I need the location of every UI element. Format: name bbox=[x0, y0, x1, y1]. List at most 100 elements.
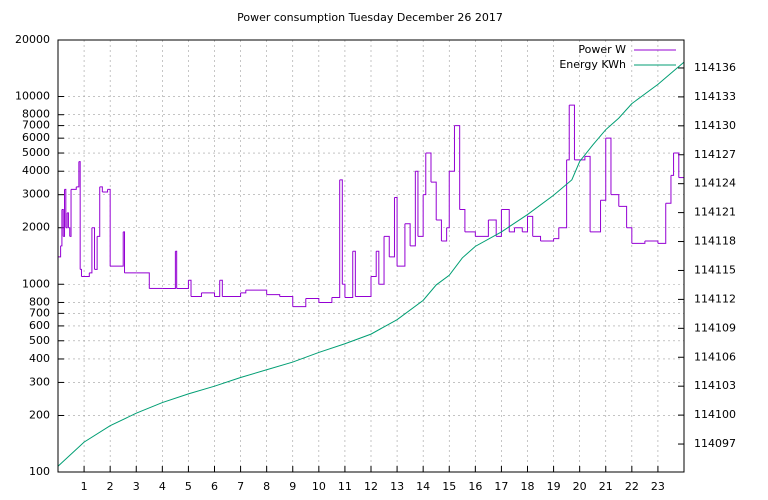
y-tick-label: 800 bbox=[29, 295, 50, 308]
y-tick-label: 700 bbox=[29, 306, 50, 319]
power-step bbox=[201, 292, 215, 297]
x-tick-label: 8 bbox=[263, 480, 270, 493]
power-step bbox=[384, 235, 390, 257]
power-step bbox=[318, 297, 333, 303]
power-step bbox=[80, 268, 82, 277]
power-step bbox=[81, 272, 90, 277]
x-tick-label: 15 bbox=[442, 480, 456, 493]
power-step bbox=[605, 137, 612, 195]
x-tick-label: 17 bbox=[494, 480, 508, 493]
x-tick-label: 13 bbox=[390, 480, 404, 493]
power-step bbox=[436, 219, 442, 241]
power-step bbox=[574, 156, 586, 161]
power-step bbox=[415, 170, 419, 237]
power-step bbox=[94, 236, 98, 270]
power-step bbox=[425, 152, 432, 183]
power-step bbox=[644, 240, 659, 244]
power-step bbox=[514, 227, 523, 232]
x-tick-label: 9 bbox=[289, 480, 296, 493]
power-step bbox=[91, 227, 96, 270]
y2-tick-label: 114112 bbox=[694, 292, 736, 305]
y2-tick-label: 114121 bbox=[694, 206, 736, 219]
y-tick-label: 5000 bbox=[22, 146, 50, 159]
legend-label: Energy KWh bbox=[559, 58, 626, 71]
power-step bbox=[371, 251, 377, 277]
power-step bbox=[475, 219, 489, 237]
power-step bbox=[376, 250, 380, 285]
power-step bbox=[569, 104, 575, 160]
x-tick-label: 7 bbox=[237, 480, 244, 493]
x-tick-label: 20 bbox=[573, 480, 587, 493]
x-tick-label: 19 bbox=[547, 480, 561, 493]
power-step bbox=[532, 235, 542, 241]
x-tick-label: 11 bbox=[338, 480, 352, 493]
power-step bbox=[71, 186, 77, 190]
y2-tick-label: 114097 bbox=[694, 437, 736, 450]
power-step bbox=[610, 194, 620, 207]
power-step bbox=[584, 155, 591, 232]
y-tick-label: 8000 bbox=[22, 108, 50, 121]
y2-tick-label: 114130 bbox=[694, 119, 736, 132]
power-step bbox=[454, 125, 461, 210]
power-step bbox=[65, 212, 68, 229]
power-step bbox=[61, 209, 64, 237]
power-step bbox=[618, 205, 628, 228]
power-step bbox=[464, 231, 476, 237]
y2-tick-label: 114106 bbox=[694, 350, 736, 363]
y2-tick-label: 114103 bbox=[694, 379, 736, 392]
y-tick-label: 7000 bbox=[22, 119, 50, 132]
y2-tick-label: 114115 bbox=[694, 263, 736, 276]
power-step bbox=[394, 196, 398, 267]
marks bbox=[57, 61, 685, 467]
power-step bbox=[89, 227, 93, 274]
y2-tick-label: 114100 bbox=[694, 408, 736, 421]
power-step bbox=[64, 188, 67, 228]
y2-tick-label: 114127 bbox=[694, 148, 736, 161]
power-step bbox=[430, 181, 437, 220]
power-step bbox=[522, 216, 528, 233]
power-step bbox=[665, 175, 672, 204]
power-step bbox=[68, 227, 71, 237]
legend-label: Power W bbox=[578, 43, 626, 56]
power-step bbox=[266, 294, 281, 297]
y-tick-label: 10000 bbox=[15, 90, 50, 103]
power-step bbox=[670, 153, 675, 176]
power-step bbox=[590, 200, 602, 233]
x-tick-label: 22 bbox=[625, 480, 639, 493]
power-step bbox=[600, 138, 607, 201]
power-step bbox=[63, 189, 66, 237]
power-step bbox=[459, 209, 466, 232]
power-step bbox=[673, 152, 680, 178]
power-step bbox=[67, 212, 69, 228]
x-tick-label: 16 bbox=[468, 480, 482, 493]
power-step bbox=[240, 290, 247, 294]
x-tick-label: 14 bbox=[416, 480, 430, 493]
y-tick-label: 6000 bbox=[22, 131, 50, 144]
power-step bbox=[292, 298, 307, 308]
power-step bbox=[417, 194, 424, 237]
power-step bbox=[389, 197, 395, 258]
power-step bbox=[352, 250, 356, 297]
power-step bbox=[107, 188, 111, 267]
power-step bbox=[102, 189, 109, 193]
power-step bbox=[631, 240, 646, 244]
power-step bbox=[446, 171, 450, 229]
y-tick-label: 20000 bbox=[15, 33, 50, 46]
power-step bbox=[97, 186, 101, 237]
power-step bbox=[540, 238, 555, 242]
power-step bbox=[245, 289, 268, 295]
power-step bbox=[449, 125, 455, 172]
x-tick-label: 21 bbox=[599, 480, 613, 493]
y2-tick-label: 114109 bbox=[694, 321, 736, 334]
power-step bbox=[397, 223, 406, 267]
power-step bbox=[162, 251, 176, 289]
y2-tick-label: 114133 bbox=[694, 90, 736, 103]
y-tick-label: 4000 bbox=[22, 164, 50, 177]
power-step bbox=[441, 227, 448, 242]
power-step bbox=[69, 189, 72, 237]
power-step bbox=[188, 279, 192, 297]
power-step bbox=[219, 279, 223, 297]
power-step bbox=[355, 276, 372, 298]
power-step bbox=[123, 231, 126, 273]
